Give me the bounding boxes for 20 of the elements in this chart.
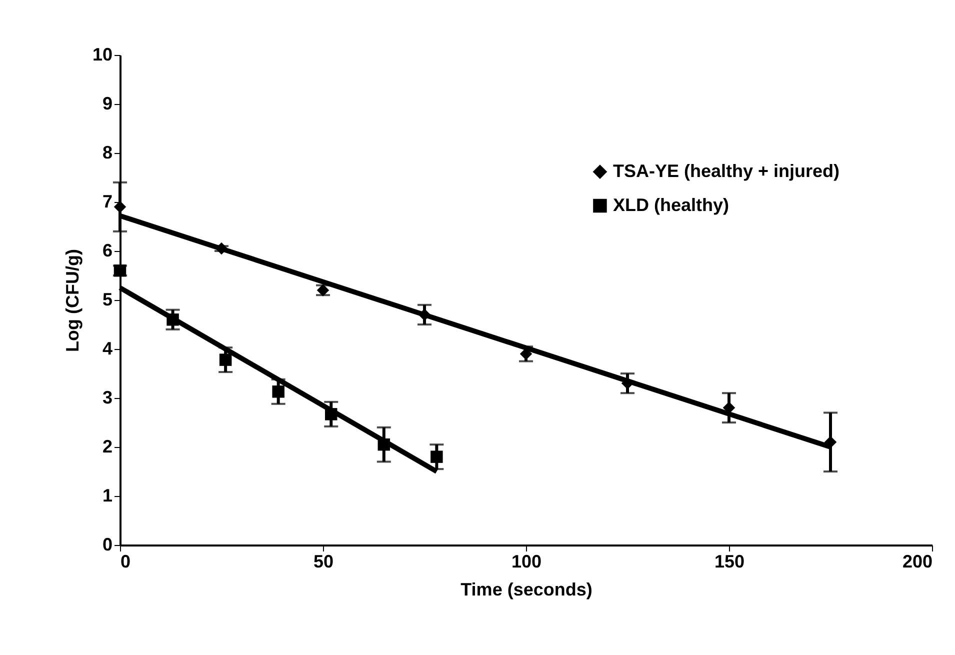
x-tick-label: 0 — [120, 552, 131, 572]
legend-label: XLD (healthy) — [612, 194, 729, 215]
x-tick-label: 100 — [511, 552, 542, 572]
y-tick-label: 4 — [102, 338, 112, 358]
legend-label: TSA-YE (healthy + injured) — [612, 160, 840, 181]
y-tick-label: 10 — [92, 44, 112, 64]
y-tick-label: 8 — [102, 142, 112, 162]
y-tick-label: 6 — [102, 240, 112, 260]
y-tick-label: 2 — [102, 436, 112, 456]
y-tick-label: 0 — [102, 534, 112, 554]
x-tick-label: 200 — [902, 552, 932, 572]
y-tick-label: 9 — [102, 94, 112, 114]
x-tick-label: 150 — [714, 552, 745, 572]
y-tick-label: 1 — [102, 486, 112, 506]
y-tick-label: 5 — [102, 290, 112, 310]
y-tick-label: 7 — [102, 192, 112, 212]
y-tick-label: 3 — [102, 388, 112, 408]
x-tick-label: 50 — [313, 552, 334, 572]
y-axis-title: Log (CFU/g) — [62, 249, 82, 352]
x-axis-title: Time (seconds) — [460, 580, 592, 600]
